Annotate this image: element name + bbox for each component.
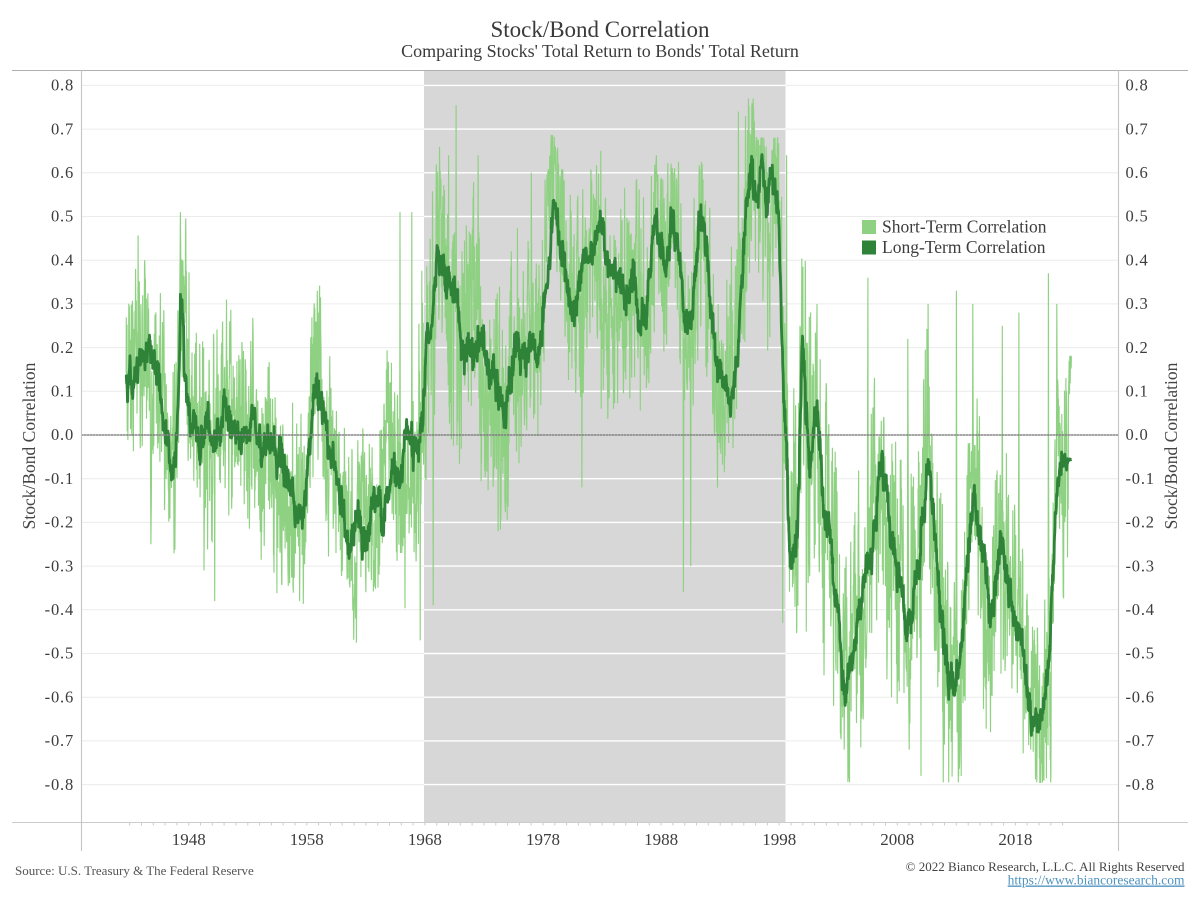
svg-text:Comparing Stocks' Total Return: Comparing Stocks' Total Return to Bonds'… [401,41,799,61]
svg-text:Stock/Bond Correlation: Stock/Bond Correlation [490,17,710,42]
svg-text:1988: 1988 [644,830,678,849]
svg-text:-0.8: -0.8 [45,775,74,794]
svg-text:-0.4: -0.4 [45,600,74,619]
svg-text:0.4: 0.4 [1126,250,1149,269]
svg-text:-0.6: -0.6 [45,687,74,706]
svg-text:0.6: 0.6 [1126,163,1149,182]
svg-text:0.1: 0.1 [1126,382,1149,401]
svg-text:-0.7: -0.7 [1126,731,1155,750]
svg-text:-0.7: -0.7 [45,731,74,750]
svg-text:2008: 2008 [880,830,914,849]
svg-text:-0.3: -0.3 [1126,556,1155,575]
svg-text:0.3: 0.3 [1126,294,1149,313]
svg-text:2018: 2018 [998,830,1032,849]
svg-text:Source: U.S. Treasury & The Fe: Source: U.S. Treasury & The Federal Rese… [15,863,254,878]
svg-text:0.7: 0.7 [1126,119,1149,138]
svg-text:1948: 1948 [172,830,206,849]
svg-text:1968: 1968 [408,830,442,849]
svg-text:https://www.biancoresearch.com: https://www.biancoresearch.com [1008,873,1185,888]
svg-text:0.4: 0.4 [51,250,74,269]
svg-text:-0.3: -0.3 [45,556,74,575]
svg-text:0.5: 0.5 [51,207,74,226]
svg-text:Stock/Bond Correlation: Stock/Bond Correlation [19,362,39,529]
svg-text:0.0: 0.0 [1126,425,1149,444]
svg-text:0.2: 0.2 [51,338,74,357]
svg-text:-0.8: -0.8 [1126,775,1155,794]
svg-text:Long-Term Correlation: Long-Term Correlation [882,237,1046,257]
svg-text:-0.6: -0.6 [1126,687,1155,706]
svg-text:0.0: 0.0 [51,425,74,444]
svg-text:© 2022 Bianco Research, L.L.C.: © 2022 Bianco Research, L.L.C. All Right… [906,859,1185,874]
svg-text:1998: 1998 [762,830,796,849]
svg-text:0.6: 0.6 [51,163,74,182]
svg-text:0.7: 0.7 [51,119,74,138]
svg-text:0.2: 0.2 [1126,338,1149,357]
svg-text:1978: 1978 [526,830,560,849]
svg-text:Stock/Bond Correlation: Stock/Bond Correlation [1161,362,1181,529]
svg-text:-0.2: -0.2 [1126,513,1155,532]
svg-text:-0.5: -0.5 [1126,644,1155,663]
svg-text:1958: 1958 [290,830,324,849]
svg-text:-0.1: -0.1 [45,469,74,488]
svg-text:0.8: 0.8 [51,76,74,95]
svg-text:0.5: 0.5 [1126,207,1149,226]
svg-text:-0.4: -0.4 [1126,600,1155,619]
svg-text:0.3: 0.3 [51,294,74,313]
svg-text:-0.5: -0.5 [45,644,74,663]
svg-text:-0.2: -0.2 [45,513,74,532]
svg-text:0.1: 0.1 [51,382,74,401]
svg-text:0.8: 0.8 [1126,76,1149,95]
svg-text:-0.1: -0.1 [1126,469,1155,488]
svg-text:Short-Term Correlation: Short-Term Correlation [882,217,1047,237]
